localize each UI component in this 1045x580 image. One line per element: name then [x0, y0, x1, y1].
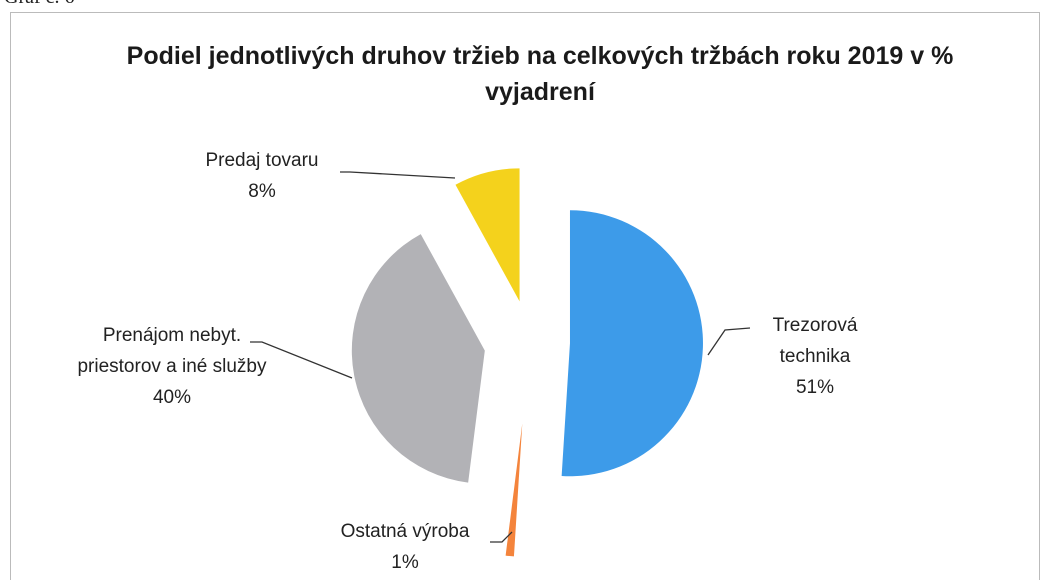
category-label: Ostatná výroba: [340, 521, 470, 542]
data-label: Predaj tovaru 8%: [162, 145, 362, 207]
caption: Graf č. 6: [4, 0, 75, 9]
data-label: Prenájom nebyt. priestorov a iné služby …: [52, 320, 292, 413]
category-label: Predaj tovaru: [205, 150, 319, 171]
pie-slice: [505, 423, 523, 557]
data-label: Ostatná výroba 1%: [305, 516, 505, 578]
data-label: Trezorová technika 51%: [720, 310, 910, 403]
leader-line: [250, 341, 353, 379]
leader-line: [707, 327, 751, 356]
pie-slice: [351, 234, 485, 483]
pie-slice: [561, 210, 703, 477]
chart-title: Podiel jednotlivých druhov tržieb na cel…: [126, 42, 954, 106]
category-label: Prenájom nebyt. priestorov a iné služby: [77, 325, 267, 377]
value-label: 51%: [795, 377, 835, 398]
leader-line: [340, 171, 456, 179]
pie-slice: [455, 168, 520, 302]
leader-line: [490, 531, 513, 543]
value-label: 40%: [152, 387, 192, 408]
value-label: 1%: [391, 552, 419, 573]
chart-frame: [10, 12, 1040, 580]
category-label: Trezorová technika: [772, 315, 858, 367]
value-label: 8%: [248, 181, 276, 202]
